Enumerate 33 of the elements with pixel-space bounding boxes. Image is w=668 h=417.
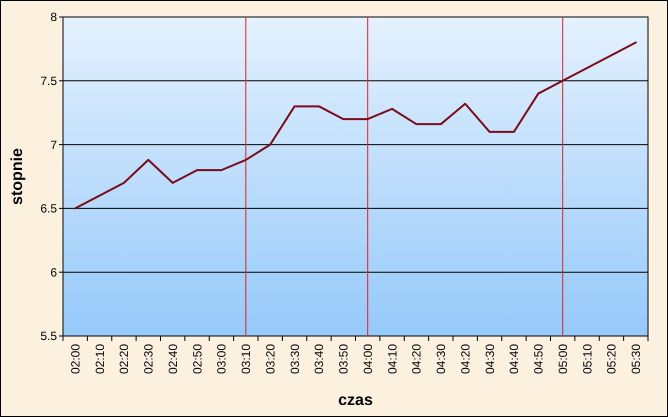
x-tick-label: 03:10 [239,344,254,374]
x-tick-label: 02:30 [142,344,156,374]
y-tick-label: 8 [50,10,58,24]
x-tick-label: 04:50 [532,344,546,374]
x-tick-label: 05:20 [604,344,619,374]
x-tick-label: 04:20 [458,344,472,374]
y-axis-title: stopnie [9,148,26,205]
x-tick-label: 03:50 [336,344,351,374]
y-tick-label: 7 [50,138,58,152]
x-tick-label: 03:30 [288,344,302,374]
y-tick-label: 6 [50,265,58,280]
x-tick-label: 03:00 [214,344,229,374]
y-tick-label: 5.5 [40,329,58,344]
x-tick-label: 02:50 [190,344,204,374]
y-tick-label: 6.5 [40,202,58,216]
x-tick-label: 03:20 [263,344,278,374]
x-axis-title: czas [338,392,373,409]
x-tick-label: 03:40 [312,344,326,374]
x-tick-label: 04:00 [360,344,375,374]
line-series [74,42,637,210]
x-tick-label: 05:10 [580,344,594,374]
x-tick-label: 05:00 [556,344,570,374]
x-tick-label: 02:00 [68,344,82,374]
x-tick-label: 02:40 [166,344,180,374]
x-tick-label: 04:10 [385,344,400,374]
x-tick-label: 05:30 [629,344,644,374]
y-tick-label: 7.5 [40,74,58,88]
x-tick-label: 02:20 [117,344,132,374]
x-tick-label: 04:30 [482,344,497,374]
x-tick-label: 04:20 [410,344,424,374]
x-tick-label: 02:10 [92,344,107,374]
x-tick-label: 04:30 [434,344,448,374]
x-tick-label: 04:40 [507,344,522,374]
